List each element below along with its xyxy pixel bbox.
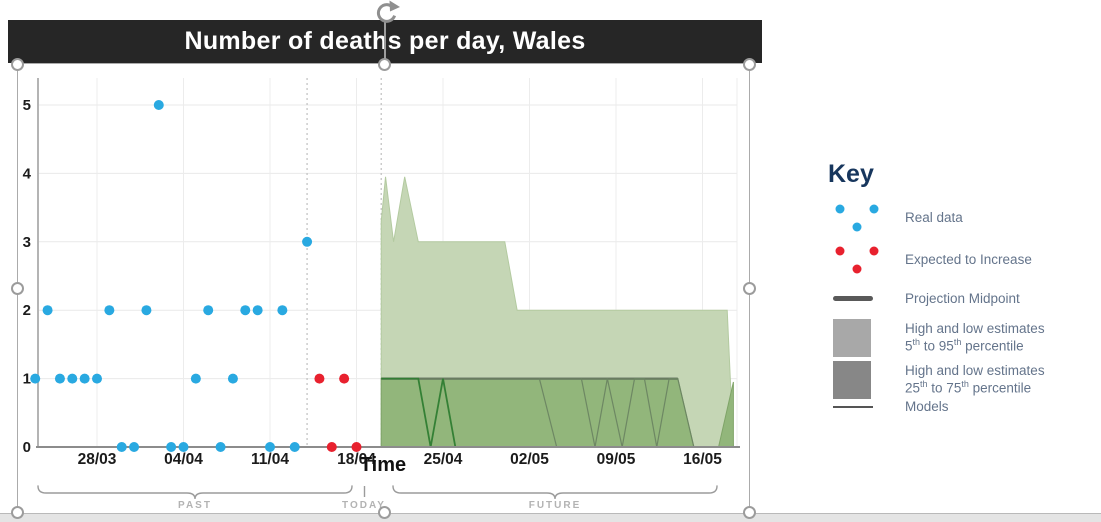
key-title: Key xyxy=(828,160,874,188)
y-tick-label: 1 xyxy=(23,371,31,388)
key-item-label: High and low estimates 25th to 75th perce… xyxy=(905,363,1045,396)
key-panel[interactable]: Key Real data Expected to Increase Project… xyxy=(828,160,1101,432)
key-item-real-data: Real data xyxy=(828,203,1101,233)
key-item-estimates-25-75: High and low estimates 25th to 75th perce… xyxy=(828,361,1101,399)
x-tick-label: 18/04 xyxy=(337,451,376,468)
selection-handle-mid-right[interactable] xyxy=(743,282,756,295)
key-item-label: Projection Midpoint xyxy=(905,291,1020,306)
past-brace xyxy=(37,485,353,500)
rotation-stem xyxy=(384,20,386,65)
y-tick-label: 5 xyxy=(23,97,31,114)
key-item-label: Expected to Increase xyxy=(905,252,1032,268)
x-tick-label: 09/05 xyxy=(597,451,636,468)
x-axis-labels: 28/03 04/04 11/04 18/04 25/04 02/05 09/05 16/05 xyxy=(78,451,723,468)
selection-handle-top-right[interactable] xyxy=(743,58,756,71)
thick-line-swatch xyxy=(828,296,905,302)
y-tick-label: 0 xyxy=(23,439,31,456)
expected-points xyxy=(314,373,362,452)
x-tick-label: 25/04 xyxy=(424,451,463,468)
square-swatch xyxy=(828,319,905,357)
rotate-handle-icon[interactable] xyxy=(371,0,401,28)
selection-handle-bottom-center[interactable] xyxy=(378,506,391,519)
dots-swatch xyxy=(828,203,905,233)
y-tick-label: 2 xyxy=(23,302,31,319)
x-tick-label: 02/05 xyxy=(510,451,549,468)
x-tick-label: 16/05 xyxy=(683,451,722,468)
thin-line-swatch xyxy=(828,405,905,408)
x-tick-label: 11/04 xyxy=(251,451,289,468)
future-brace xyxy=(392,485,718,500)
key-item-label: High and low estimates 5th to 95th percen… xyxy=(905,321,1045,354)
x-tick-label: 28/03 xyxy=(78,451,117,468)
y-axis-labels: 0 1 2 3 4 5 xyxy=(23,97,32,456)
real-data-points xyxy=(30,100,313,452)
y-tick-label: 4 xyxy=(23,165,32,182)
selection-handle-top-left[interactable] xyxy=(11,58,24,71)
square-swatch xyxy=(828,361,905,399)
key-item-models: Models xyxy=(828,399,1101,415)
selection-handle-bottom-right[interactable] xyxy=(743,506,756,519)
selection-handle-bottom-left[interactable] xyxy=(11,506,24,519)
key-item-label: Real data xyxy=(905,210,963,226)
canvas-edge-strip xyxy=(0,513,1101,522)
today-label: TODAY xyxy=(342,500,386,511)
past-label: PAST xyxy=(178,500,212,511)
selection-handle-top-center[interactable] xyxy=(378,58,391,71)
today-dotted-lines xyxy=(306,78,382,447)
key-item-label: Models xyxy=(905,399,949,414)
key-item-expected-to-increase: Expected to Increase xyxy=(828,245,1101,275)
future-label: FUTURE xyxy=(529,500,582,511)
selection-handle-mid-left[interactable] xyxy=(11,282,24,295)
key-item-projection-midpoint: Projection Midpoint xyxy=(828,291,1101,307)
key-item-estimates-5-95: High and low estimates 5th to 95th percen… xyxy=(828,319,1101,357)
dots-swatch xyxy=(828,245,905,275)
x-axis-title: Time xyxy=(359,454,407,476)
x-tick-label: 04/04 xyxy=(164,451,203,468)
y-tick-label: 3 xyxy=(23,234,31,251)
